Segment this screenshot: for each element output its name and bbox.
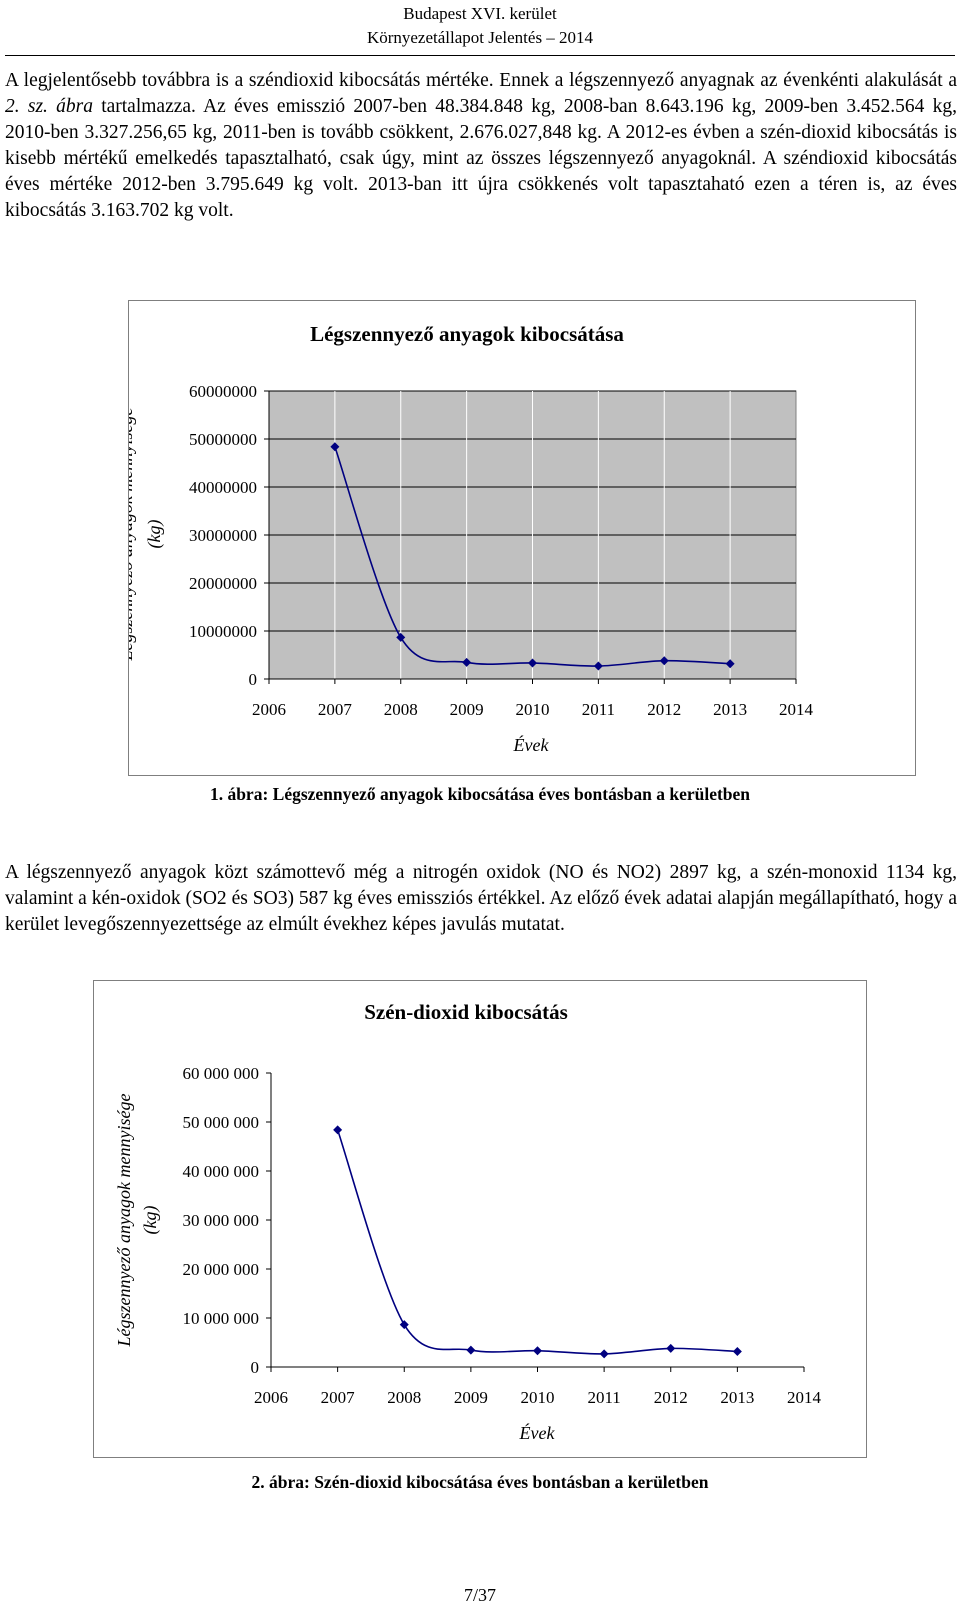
x-tick-label: 2007 [318,700,353,719]
paragraph-co2-part-b: tartalmazza. Az éves emisszió 2007-ben 4… [5,96,957,221]
page-header: Budapest XVI. kerület Környezetállapot J… [0,2,960,50]
data-point [528,658,537,668]
y-tick-label: 10 000 000 [183,1309,260,1328]
figure-reference: 2. sz. ábra [5,96,93,117]
y-tick-label: 0 [249,670,258,689]
x-tick-label: 2006 [252,700,286,719]
data-point [599,1349,609,1359]
y-tick-label: 30000000 [189,526,257,545]
data-point [666,1343,676,1353]
data-point [725,659,735,669]
y-tick-label: 40000000 [189,478,257,497]
y-axis-unit-label: (kg) [144,520,165,549]
x-tick-label: 2009 [454,1388,488,1407]
x-tick-label: 2012 [654,1388,688,1407]
y-tick-label: 30 000 000 [183,1211,260,1230]
chart-co2-emissions-svg: Szén-dioxid kibocsátás 0 10 000 000 20 000 … [114,1000,822,1443]
y-tick-label: 50 000 000 [183,1113,260,1132]
data-point [330,442,340,452]
paragraph-co2-part-a: A legjelentősebb továbbra is a széndioxi… [5,70,957,91]
y-tick-label: 60000000 [189,382,257,401]
data-point [399,1320,409,1330]
x-tick-label: 2009 [450,700,484,719]
paragraph-co2-emissions: A legjelentősebb továbbra is a széndioxi… [5,68,957,224]
x-axis-label: Évek [513,734,550,755]
figure-caption-1: 1. ábra: Légszennyező anyagok kibocsátás… [209,784,751,804]
data-point [659,656,669,666]
x-tick-label: 2012 [647,700,681,719]
y-axis-label: Légszennyező anyagok mennyisége [129,408,136,662]
x-tick-label: 2010 [521,1388,555,1407]
x-tick-label: 2008 [384,700,418,719]
y-tick-label: 60 000 000 [183,1064,260,1083]
header-district: Budapest XVI. kerület [403,4,557,23]
x-tick-label: 2008 [387,1388,421,1407]
data-point [593,661,603,671]
y-tick-label: 20000000 [189,574,257,593]
x-tick-label: 2014 [787,1388,822,1407]
data-point [466,1345,476,1355]
data-point [533,1346,542,1356]
x-tick-label: 2010 [516,700,550,719]
chart-air-pollutants: Légszennyező anyagok kibocsátása 0 1000000… [128,300,916,776]
header-report-title: Környezetállapot Jelentés – 2014 [366,28,594,47]
x-tick-label: 2013 [713,700,747,719]
page-number: 7/37 [463,1585,496,1605]
data-point [462,657,472,667]
data-point [732,1346,742,1356]
x-tick-label: 2011 [587,1388,620,1407]
series-line [336,1129,738,1355]
data-point [396,632,406,642]
y-tick-label: 10000000 [189,622,257,641]
chart-title: Légszennyező anyagok kibocsátása [310,322,624,346]
data-point [333,1125,343,1135]
y-axis-label: Légszennyező anyagok mennyisége [114,1094,134,1348]
x-tick-label: 2013 [720,1388,754,1407]
header-divider [5,55,955,56]
x-axis-label: Évek [519,1422,556,1443]
y-axis-unit-label: (kg) [140,1206,161,1235]
y-tick-label: 50000000 [189,430,257,449]
figure-caption-2: 2. ábra: Szén-dioxid kibocsátása éves bo… [251,1472,709,1492]
chart-air-pollutants-svg: Légszennyező anyagok kibocsátása 0 1000000… [129,322,814,755]
y-tick-label: 40 000 000 [183,1162,260,1181]
x-tick-label: 2011 [582,700,615,719]
y-tick-label: 20 000 000 [183,1260,260,1279]
paragraph-other-pollutants: A légszennyező anyagok közt számottevő m… [5,862,957,935]
chart-co2-emissions: Szén-dioxid kibocsátás 0 10 000 000 20 000 … [93,980,867,1458]
y-tick-label: 0 [251,1358,260,1377]
x-tick-label: 2007 [321,1388,356,1407]
x-tick-label: 2006 [254,1388,288,1407]
x-tick-label: 2014 [779,700,814,719]
chart-title: Szén-dioxid kibocsátás [364,1000,568,1024]
